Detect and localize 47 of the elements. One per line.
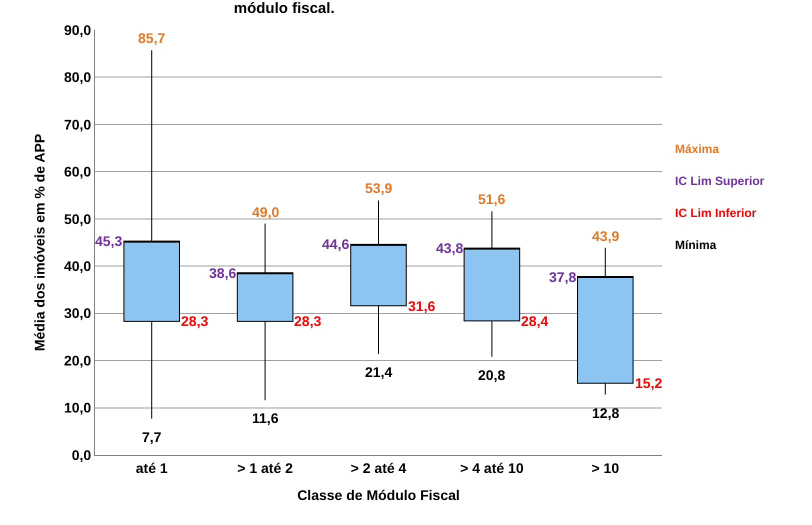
annotation: 20,8: [478, 367, 506, 383]
y-tick-label: 60,0: [64, 164, 92, 180]
annotation: 28,4: [521, 313, 548, 329]
x-axis-title: Classe de Módulo Fiscal: [297, 487, 460, 504]
chart-title: módulo fiscal.: [234, 0, 335, 18]
y-tick-label: 90,0: [64, 22, 92, 38]
annotation: 49,0: [252, 204, 280, 220]
candlestick: [350, 200, 407, 354]
x-tick-label: até 1: [136, 460, 168, 476]
y-tick-label: 50,0: [64, 210, 92, 227]
candlestick: [464, 210, 520, 358]
annotation: 28,3: [181, 313, 208, 329]
annotation: 21,4: [365, 364, 392, 380]
annotation: 38,6: [209, 265, 236, 281]
y-tick-label: 30,0: [64, 305, 92, 322]
y-tick-label: 80,0: [64, 69, 92, 86]
annotation: 44,6: [322, 236, 350, 252]
annotation: 28,3: [294, 313, 322, 329]
y-tick-label: 40,0: [64, 258, 92, 274]
annotation: 37,8: [549, 269, 576, 285]
text: Mínima: [675, 238, 717, 252]
annotation: 15,2: [635, 375, 662, 391]
annotation: 12,8: [592, 405, 620, 421]
y-tick-label: 10,0: [64, 400, 92, 416]
text: IC Lim Superior: [675, 174, 765, 188]
candlestick: [123, 50, 180, 420]
annotation: 7,7: [142, 429, 162, 445]
y-tick-label: 70,0: [64, 116, 92, 132]
annotation: 11,6: [252, 410, 279, 426]
annotation: 51,6: [478, 191, 506, 207]
x-tick-label: > 1 até 2: [237, 460, 294, 476]
text: IC Lim Inferior: [675, 206, 757, 220]
candlestick: [577, 247, 634, 396]
text: Máxima: [675, 142, 720, 156]
y-tick-label: 0,0: [72, 446, 92, 463]
annotation: 53,9: [365, 180, 392, 196]
annotation: 45,3: [95, 233, 122, 249]
x-tick-label: > 4 até 10: [460, 460, 524, 476]
annotation: 85,7: [138, 30, 166, 46]
annotation: 43,9: [592, 228, 620, 244]
x-tick-label: > 10: [591, 460, 620, 476]
candlestick: [236, 223, 294, 401]
y-axis-title: Média dos imóveis em % de APP: [32, 134, 48, 352]
annotation: 31,6: [408, 298, 436, 314]
x-tick-label: > 2 até 4: [350, 460, 407, 476]
y-tick-label: 20,0: [64, 352, 92, 368]
annotation: 43,8: [436, 240, 464, 256]
